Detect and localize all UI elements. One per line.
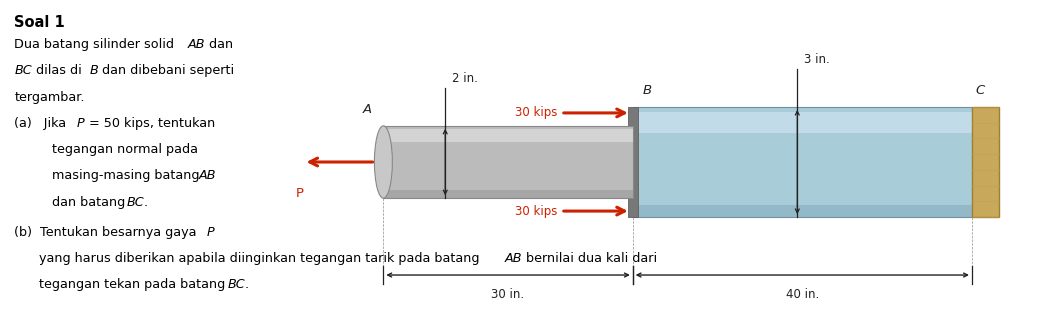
Text: dan dibebani seperti: dan dibebani seperti <box>98 64 234 77</box>
Text: (b)  Tentukan besarnya gaya: (b) Tentukan besarnya gaya <box>15 226 201 239</box>
Text: bernilai dua kali dari: bernilai dua kali dari <box>522 252 657 265</box>
Text: dan batang: dan batang <box>52 196 129 209</box>
Text: BC: BC <box>127 196 144 209</box>
Text: C: C <box>975 84 985 97</box>
Text: B: B <box>642 84 652 97</box>
Text: (a)   Jika: (a) Jika <box>15 117 71 130</box>
Text: yang harus diberikan apabila diinginkan tegangan tarik pada batang: yang harus diberikan apabila diinginkan … <box>39 252 484 265</box>
Text: Soal 1: Soal 1 <box>15 15 66 30</box>
Text: 3 in.: 3 in. <box>804 53 831 66</box>
Text: .: . <box>144 196 148 209</box>
Bar <box>633 112 972 133</box>
Bar <box>633 107 972 217</box>
Text: tegangan normal pada: tegangan normal pada <box>52 143 198 156</box>
Text: P: P <box>295 187 304 200</box>
Text: Dua batang silinder solid: Dua batang silinder solid <box>15 38 179 51</box>
Text: AB: AB <box>505 252 522 265</box>
Bar <box>383 129 633 142</box>
Text: A: A <box>362 103 371 116</box>
Text: dan: dan <box>205 38 234 51</box>
Text: = 50 kips, tentukan: = 50 kips, tentukan <box>85 117 216 130</box>
Bar <box>972 107 999 217</box>
Text: AB: AB <box>188 38 205 51</box>
Text: 30 kips: 30 kips <box>514 204 557 218</box>
Text: BC: BC <box>227 278 244 292</box>
Text: dilas di: dilas di <box>32 64 86 77</box>
Text: P: P <box>207 226 215 239</box>
Bar <box>627 107 638 217</box>
Bar <box>383 126 633 198</box>
Text: 2 in.: 2 in. <box>452 72 478 85</box>
Text: BC: BC <box>15 64 32 77</box>
Text: B: B <box>89 64 98 77</box>
Text: masing-masing batang: masing-masing batang <box>52 169 204 182</box>
Text: tergambar.: tergambar. <box>15 91 85 104</box>
Text: P: P <box>76 117 84 130</box>
Text: 30 in.: 30 in. <box>492 288 525 301</box>
Bar <box>633 205 972 217</box>
Text: 40 in.: 40 in. <box>786 288 819 301</box>
Ellipse shape <box>375 126 393 198</box>
Text: tegangan tekan pada batang: tegangan tekan pada batang <box>39 278 230 292</box>
Bar <box>383 190 633 198</box>
Text: 30 kips: 30 kips <box>514 106 557 120</box>
Text: AB: AB <box>199 169 217 182</box>
Text: .: . <box>244 278 249 292</box>
